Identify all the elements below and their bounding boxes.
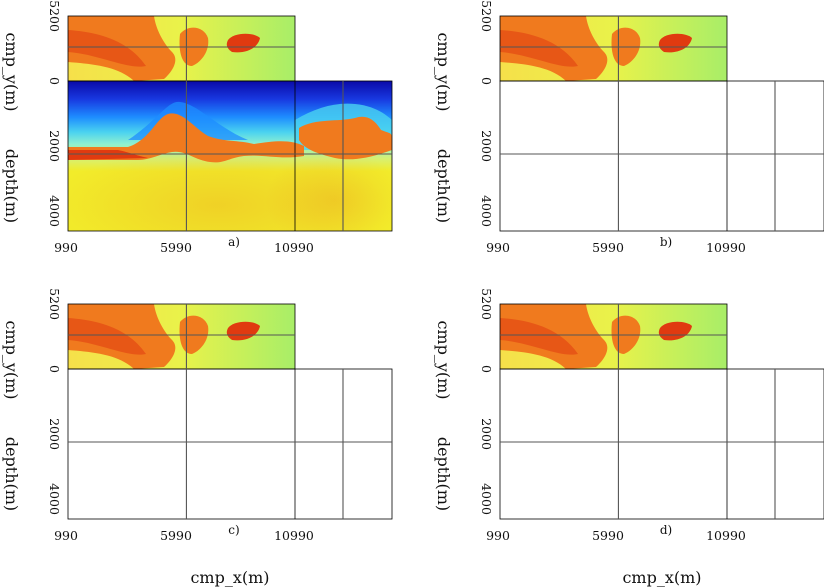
salt-body-section-2	[299, 405, 392, 448]
cmp-y-tick-label: 5200	[47, 288, 62, 320]
panel-label: d)	[660, 523, 672, 537]
panel-c: 990 5990 10990 0 2000 4000 5200 cmp_y(m) depth(m…	[2, 288, 393, 543]
cmp-y-axis-label: cmp_y(m)	[2, 32, 21, 111]
depth-tick-label: 2000	[47, 130, 62, 162]
panel-a: 990 5990 10990 0 2000 4000 5200 cmp_y(m) depth(m…	[2, 0, 393, 255]
depth-tick-label: 0	[479, 77, 494, 85]
salt-body-section-2	[299, 116, 392, 160]
x-tick-label: 10990	[706, 528, 746, 543]
cmp-y-axis-label: cmp_y(m)	[2, 320, 21, 399]
depth-tick-label: 2000	[47, 418, 62, 450]
depth-tick-label: 0	[47, 77, 62, 85]
panel-label: a)	[228, 235, 240, 249]
salt-body-section-2	[731, 117, 824, 160]
salt-blob-map-2	[226, 321, 260, 341]
depth-tick-label: 2000	[479, 418, 494, 450]
salt-blob-map-2	[658, 321, 692, 341]
depth-tick-label: 4000	[479, 483, 494, 515]
depth-tick-label: 0	[47, 365, 62, 373]
depth-axis-label: depth(m)	[2, 149, 21, 223]
depth-tick-label: 4000	[47, 195, 62, 227]
cmp-y-axis-label: cmp_y(m)	[434, 32, 453, 111]
panel-label: b)	[660, 235, 672, 249]
depth-axis-label: depth(m)	[2, 437, 21, 511]
x-tick-label: 990	[486, 528, 510, 543]
depth-tick-label: 4000	[47, 483, 62, 515]
panel-d: 990 5990 10990 0 2000 4000 5200 cmp_y(m) depth(m…	[434, 288, 824, 543]
panel-b: 990 5990 10990 0 2000 4000 5200 cmp_y(m) depth(m…	[434, 0, 824, 255]
x-tick-label: 10990	[274, 528, 314, 543]
salt-body-section-2	[731, 405, 824, 448]
panel-label: c)	[228, 523, 239, 537]
x-axis-label-right: cmp_x(m)	[622, 568, 701, 587]
x-tick-label: 5990	[160, 528, 192, 543]
x-tick-label: 990	[54, 528, 78, 543]
depth-axis-label: depth(m)	[434, 437, 453, 511]
depth-tick-label: 0	[479, 365, 494, 373]
x-tick-label: 10990	[274, 240, 314, 255]
cmp-y-tick-label: 5200	[479, 0, 494, 32]
x-tick-label: 10990	[706, 240, 746, 255]
salt-blob-map-2	[658, 33, 692, 53]
x-tick-label: 5990	[160, 240, 192, 255]
x-tick-label: 5990	[592, 528, 624, 543]
x-tick-label: 990	[486, 240, 510, 255]
x-axis-label-left: cmp_x(m)	[190, 568, 269, 587]
depth-tick-label: 2000	[479, 130, 494, 162]
depth-tick-label: 4000	[479, 195, 494, 227]
salt-blob-map-2	[226, 33, 260, 53]
depth-axis-label: depth(m)	[434, 149, 453, 223]
cmp-y-axis-label: cmp_y(m)	[434, 320, 453, 399]
cmp-y-tick-label: 5200	[479, 288, 494, 320]
x-tick-label: 5990	[592, 240, 624, 255]
cmp-y-tick-label: 5200	[47, 0, 62, 32]
x-tick-label: 990	[54, 240, 78, 255]
